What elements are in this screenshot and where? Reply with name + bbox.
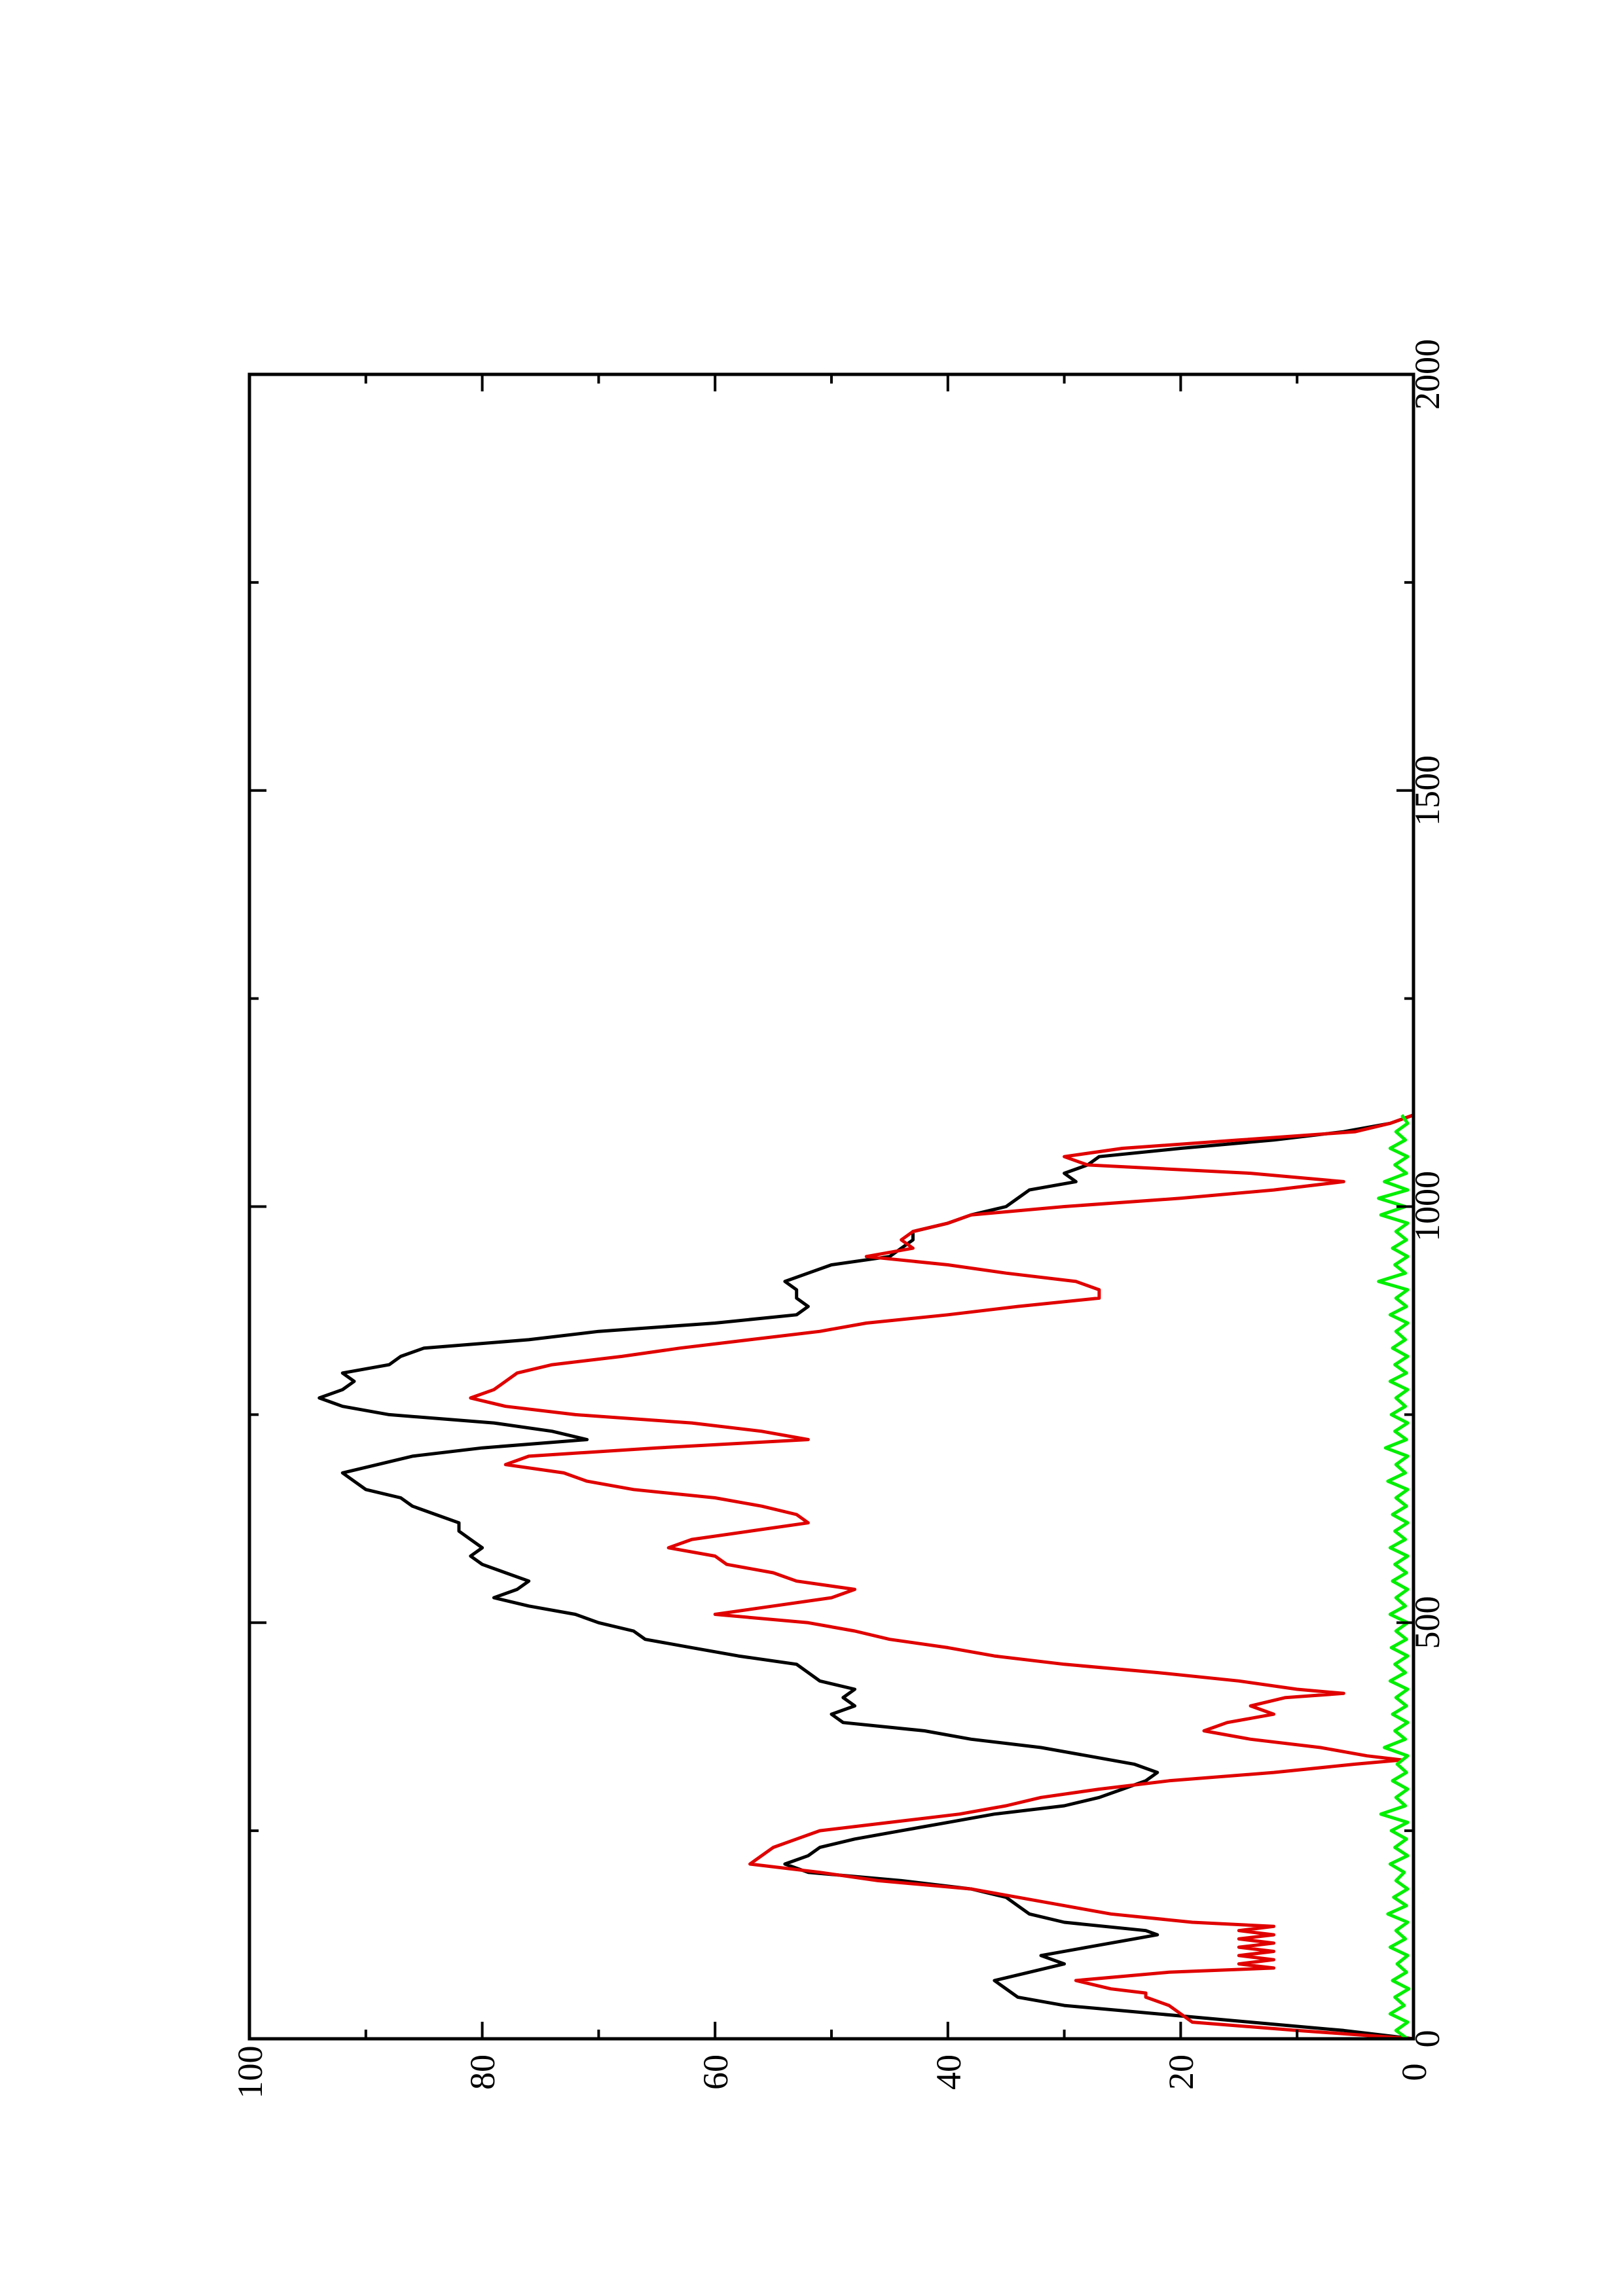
y-tick-label-0: 0 (1395, 2064, 1434, 2081)
x-tick-label-500: 500 (1408, 1596, 1447, 1649)
x-tick-label-2000: 2000 (1408, 339, 1447, 410)
x-tick-label-1000: 1000 (1408, 1171, 1447, 1242)
x-tick-label-1500: 1500 (1408, 755, 1447, 826)
y-tick-label-20: 20 (1161, 2054, 1201, 2090)
series-line-2 (469, 1113, 1414, 2041)
y-tick-label-40: 40 (929, 2054, 968, 2090)
series-layer (318, 1113, 1414, 2041)
y-tick-label-80: 80 (463, 2054, 502, 2090)
y-tick-label-60: 60 (696, 2054, 735, 2090)
tick-layer (248, 373, 1415, 2040)
x-tick-label-0: 0 (1408, 2030, 1447, 2048)
y-tick-label-100: 100 (230, 2046, 270, 2099)
series-line-3 (1377, 1114, 1411, 2041)
